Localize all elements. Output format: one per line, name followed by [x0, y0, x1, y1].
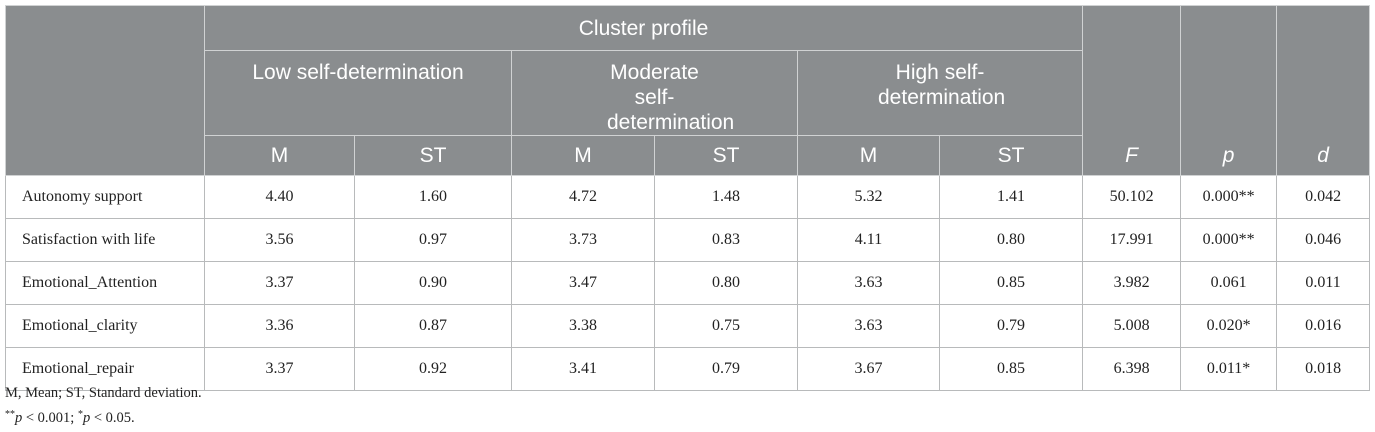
table-notes: M, Mean; ST, Standard deviation. **p < 0…: [5, 382, 202, 429]
table-cell: 0.90: [354, 261, 512, 305]
table-cell: 0.75: [654, 304, 798, 348]
p-symbol: p: [82, 410, 91, 426]
table-cell: 0.011: [1276, 261, 1371, 305]
threshold-text: < 0.001;: [22, 410, 78, 426]
table-cell: 6.398: [1082, 347, 1182, 391]
table-cell: 4.40: [204, 175, 355, 219]
table-cell: 3.47: [511, 261, 655, 305]
table-cell: 5.32: [797, 175, 940, 219]
table-row: Emotional_Attention 3.37 0.90 3.47 0.80 …: [5, 261, 1371, 305]
results-table: Cluster profile F p d Low self-determina…: [5, 5, 1371, 391]
table-cell: 0.79: [654, 347, 798, 391]
subheader-st: ST: [654, 135, 798, 176]
table-row: Satisfaction with life 3.56 0.97 3.73 0.…: [5, 218, 1371, 262]
table-cell: 3.63: [797, 304, 940, 348]
table-cell: 3.63: [797, 261, 940, 305]
row-label: Emotional_repair: [5, 347, 205, 391]
table-cell: 3.67: [797, 347, 940, 391]
table-cell: 0.87: [354, 304, 512, 348]
threshold-text: < 0.05.: [90, 410, 135, 426]
table-cell: 0.85: [938, 261, 1084, 305]
table-cell: 3.37: [204, 347, 355, 391]
table-row: Emotional_repair 3.37 0.92 3.41 0.79 3.6…: [5, 347, 1371, 391]
row-label: Satisfaction with life: [5, 218, 205, 262]
stat-header-d: d: [1276, 5, 1371, 176]
table-cell: 3.41: [511, 347, 655, 391]
table-cell: 1.48: [654, 175, 798, 219]
subheader-m: M: [511, 135, 655, 176]
table-cell: 0.79: [938, 304, 1084, 348]
table-cell: 3.73: [511, 218, 655, 262]
table-cell: 3.982: [1082, 261, 1182, 305]
subheader-st: ST: [938, 135, 1084, 176]
subheader-st: ST: [354, 135, 512, 176]
significance-mark: *: [77, 409, 83, 420]
row-label: Emotional_Attention: [5, 261, 205, 305]
table-cell: 0.061: [1180, 261, 1278, 305]
stat-header-f: F: [1082, 5, 1182, 176]
table-cell: 17.991: [1082, 218, 1182, 262]
table-cell: 4.72: [511, 175, 655, 219]
table-cell: 0.80: [938, 218, 1084, 262]
significance-note: **p < 0.001; *p < 0.05.: [5, 404, 202, 429]
row-label: Emotional_clarity: [5, 304, 205, 348]
significance-mark: **: [5, 409, 15, 420]
table-cell: 0.92: [354, 347, 512, 391]
table-cell: 0.011*: [1180, 347, 1278, 391]
table-row: Emotional_clarity 3.36 0.87 3.38 0.75 3.…: [5, 304, 1371, 348]
table-cell: 0.020*: [1180, 304, 1278, 348]
subheader-m: M: [797, 135, 940, 176]
row-label: Autonomy support: [5, 175, 205, 219]
table-cell: 0.016: [1276, 304, 1371, 348]
subheader-m: M: [204, 135, 355, 176]
table-cell: 0.85: [938, 347, 1084, 391]
table-cell: 3.38: [511, 304, 655, 348]
table-cell: 0.000**: [1180, 218, 1278, 262]
group-header-high: High self-determination: [796, 50, 1084, 136]
abbreviation-note: M, Mean; ST, Standard deviation.: [5, 385, 202, 401]
table-cell: 3.37: [204, 261, 355, 305]
table-row: Autonomy support 4.40 1.60 4.72 1.48 5.3…: [5, 175, 1371, 219]
table-cell: 0.046: [1276, 218, 1371, 262]
table-cell: 0.018: [1276, 347, 1371, 391]
header-blank: [5, 5, 205, 176]
group-header-low: Low self-determination: [204, 50, 512, 136]
table-cell: 0.000**: [1180, 175, 1278, 219]
table-cell: 1.60: [354, 175, 512, 219]
table-cell: 0.97: [354, 218, 512, 262]
p-symbol: p: [15, 410, 23, 426]
stat-header-p: p: [1180, 5, 1278, 176]
group-header-moderate: Moderate self-determination: [511, 50, 798, 136]
table-cell: 4.11: [797, 218, 940, 262]
cluster-profile-header: Cluster profile: [203, 5, 1084, 51]
table-cell: 1.41: [938, 175, 1084, 219]
table-cell: 0.80: [654, 261, 798, 305]
table-cell: 0.042: [1276, 175, 1371, 219]
table-cell: 3.56: [204, 218, 355, 262]
table-cell: 5.008: [1082, 304, 1182, 348]
table-cell: 3.36: [204, 304, 355, 348]
table-cell: 0.83: [654, 218, 798, 262]
table-cell: 50.102: [1082, 175, 1182, 219]
